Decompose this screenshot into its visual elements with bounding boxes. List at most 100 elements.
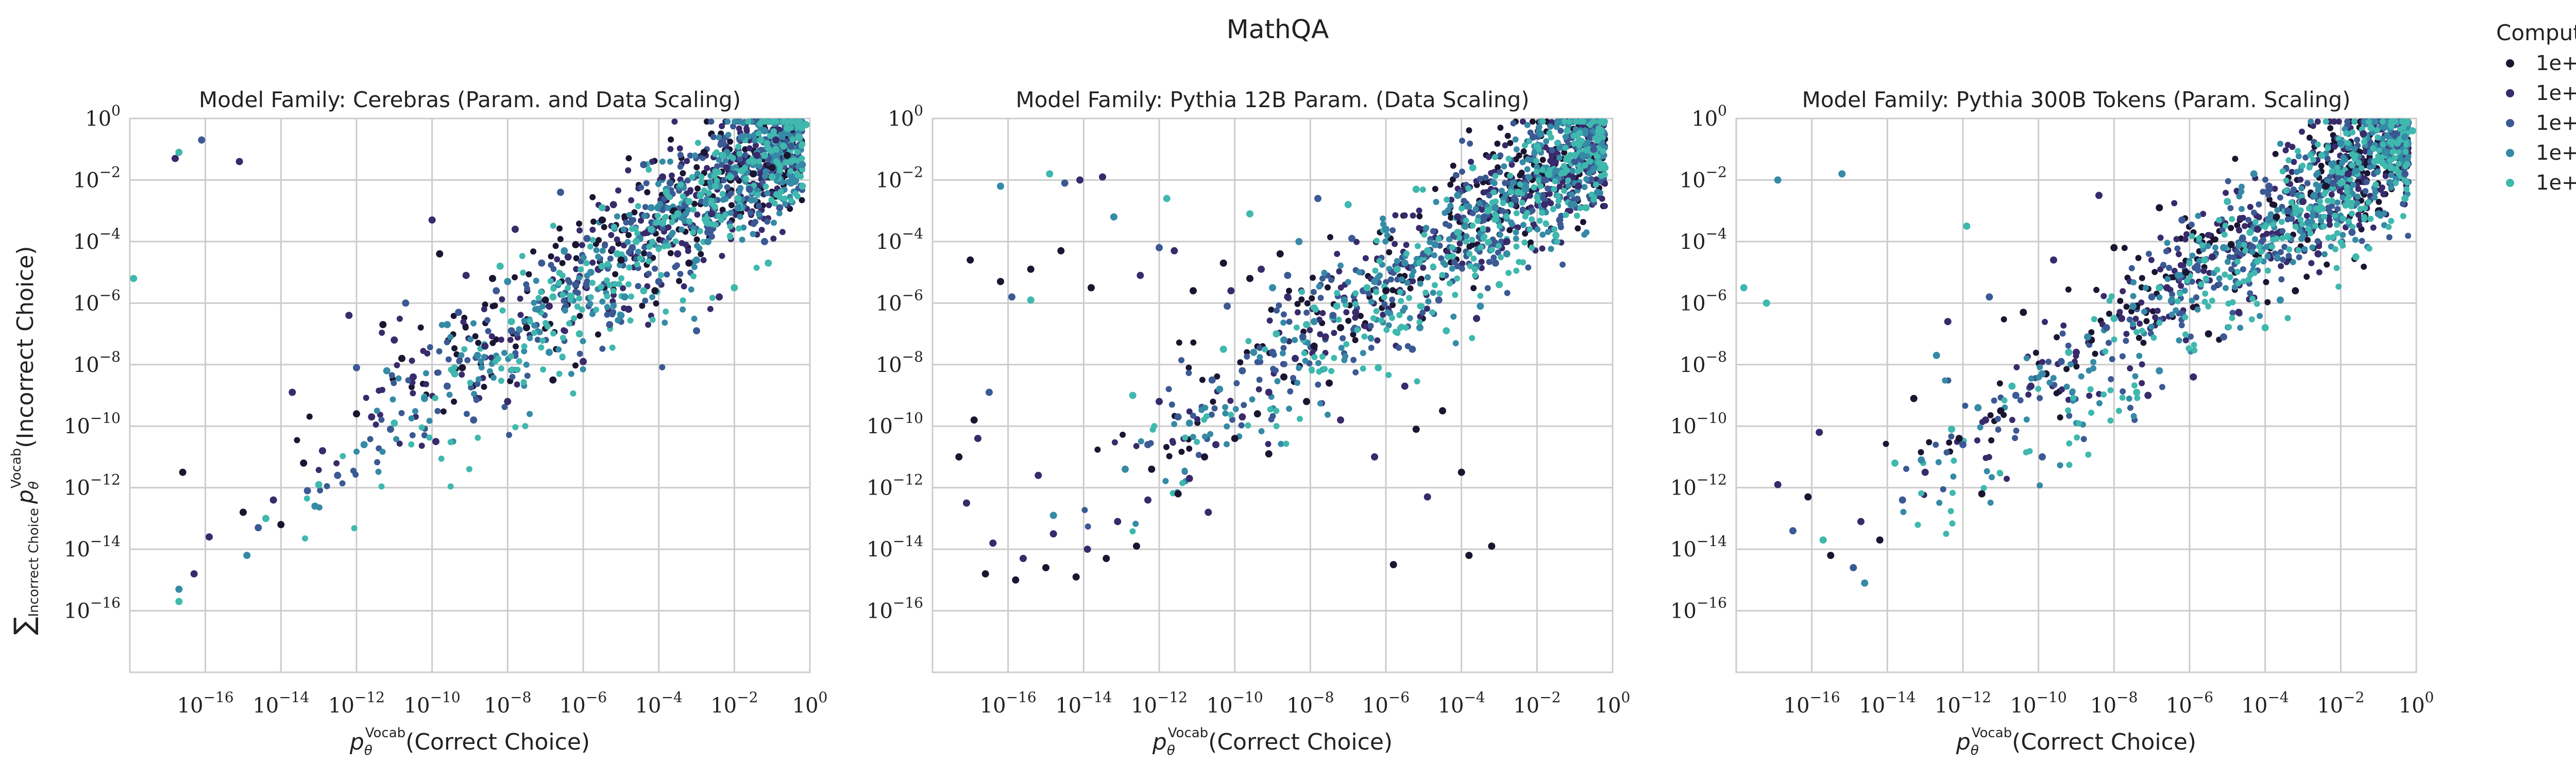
scatter-point-cloud [533, 278, 539, 284]
scatter-point-cloud [2154, 308, 2161, 314]
scatter-point [2265, 182, 2273, 190]
scatter-point-cloud [747, 210, 754, 216]
scatter-point-cloud [1321, 366, 1328, 372]
scatter-point-cloud [1311, 354, 1318, 361]
x-tick-base: 10 [1362, 694, 1388, 718]
x-axis-label: pθVocab(Correct Choice) [1152, 725, 1393, 758]
scatter-point-cloud [2240, 266, 2246, 273]
scatter-point [1944, 318, 1952, 326]
scatter-point-cloud [2181, 287, 2188, 294]
scatter-point [693, 327, 700, 335]
scatter-point-cloud [654, 212, 661, 219]
scatter-point-cloud [704, 165, 710, 172]
scatter-point-cloud [595, 253, 602, 260]
scatter-point-cloud [577, 227, 583, 234]
scatter-point [1284, 271, 1292, 279]
scatter-point-cloud [1257, 359, 1264, 365]
scatter-point-cloud [506, 432, 513, 438]
scatter-point [685, 198, 693, 206]
scatter-point-cloud [2233, 188, 2240, 194]
x-tick-label: 10−12 [1935, 689, 1991, 718]
scatter-point-cloud [1589, 128, 1596, 134]
scatter-point-cloud [2169, 291, 2175, 298]
scatter-point [1861, 579, 1869, 587]
scatter-point [700, 148, 708, 156]
scatter-point-cloud [2151, 269, 2158, 275]
scatter-point-cloud [2164, 276, 2171, 282]
scatter-point-cloud [664, 271, 670, 278]
scatter-point [512, 226, 519, 233]
scatter-point-cloud [745, 118, 752, 125]
scatter-point-cloud [1270, 366, 1277, 372]
scatter-point-cloud [466, 466, 472, 472]
scatter-point-cloud [593, 307, 599, 313]
scatter-point-cloud [2356, 222, 2363, 229]
scatter-point-cloud [643, 180, 650, 186]
y-tick-label: 10−6 [1680, 286, 1727, 315]
scatter-point [2110, 244, 2118, 251]
y-tick-exp: 0 [914, 102, 923, 119]
scatter-point-cloud [2091, 316, 2097, 322]
scatter-point-cloud [2166, 264, 2173, 271]
scatter-point-cloud [719, 123, 725, 129]
scatter-point-cloud [736, 150, 743, 157]
scatter-point-cloud [2115, 408, 2122, 414]
scatter-point [621, 293, 629, 301]
scatter-point-cloud [2336, 188, 2343, 194]
scatter-point-cloud [2096, 391, 2103, 397]
scatter-point-cloud [764, 140, 771, 146]
legend-marker [2506, 59, 2514, 67]
scatter-point-cloud [642, 203, 649, 210]
scatter-point-cloud [2327, 125, 2334, 131]
scatter-point-cloud [2139, 380, 2145, 386]
scatter-point-cloud [1535, 177, 1542, 184]
y-axis-label-sum: ∑ [9, 617, 40, 635]
scatter-point-cloud [1132, 520, 1139, 527]
scatter-point-cloud [1081, 507, 1088, 513]
y-tick-base: 10 [73, 353, 99, 377]
scatter-point-cloud [705, 190, 712, 196]
scatter-point-cloud [1315, 381, 1321, 388]
scatter-point-cloud [2367, 215, 2374, 222]
scatter-point [2337, 139, 2345, 147]
scatter-point-cloud [2130, 293, 2137, 299]
scatter-point-cloud [1274, 378, 1281, 384]
scatter-point-cloud [1557, 127, 1564, 134]
scatter-point-cloud [1228, 412, 1234, 418]
scatter-point-cloud [1343, 309, 1350, 316]
scatter-point-cloud [2136, 352, 2143, 359]
scatter-point [1329, 312, 1337, 319]
scatter-point [1239, 413, 1246, 421]
scatter-point-cloud [447, 483, 454, 490]
scatter-point-cloud [1166, 453, 1173, 460]
scatter-point-cloud [730, 155, 736, 161]
scatter-point-cloud [531, 299, 537, 306]
scatter-point [2178, 216, 2186, 224]
scatter-point [2284, 207, 2292, 215]
x-tick-exp: −6 [2192, 689, 2213, 706]
scatter-point-cloud [527, 318, 533, 325]
scatter-point [659, 219, 666, 227]
scatter-point [1804, 493, 1812, 501]
scatter-point-cloud [376, 387, 382, 394]
scatter-point-cloud [2222, 223, 2229, 229]
x-tick-exp: −14 [1081, 689, 1112, 706]
scatter-point-cloud [2023, 355, 2030, 362]
y-tick-label: 10−16 [64, 595, 121, 623]
scatter-point-cloud [1536, 217, 1543, 224]
scatter-point-cloud [703, 118, 710, 125]
scatter-point-cloud [2066, 413, 2073, 419]
scatter-point-cloud [517, 312, 524, 318]
scatter-point [572, 281, 580, 288]
scatter-point-cloud [1948, 433, 1955, 440]
scatter-point-cloud [1469, 236, 1476, 243]
scatter-point-cloud [1389, 296, 1396, 303]
scatter-point-cloud [1129, 528, 1136, 535]
scatter-point-cloud [572, 362, 579, 369]
scatter-point-cloud [509, 366, 515, 373]
scatter-point [784, 124, 791, 131]
scatter-point-cloud [2347, 176, 2353, 182]
scatter-point-cloud [2133, 329, 2140, 335]
scatter-point-cloud [1425, 274, 1431, 281]
scatter-point-cloud [2080, 436, 2087, 443]
